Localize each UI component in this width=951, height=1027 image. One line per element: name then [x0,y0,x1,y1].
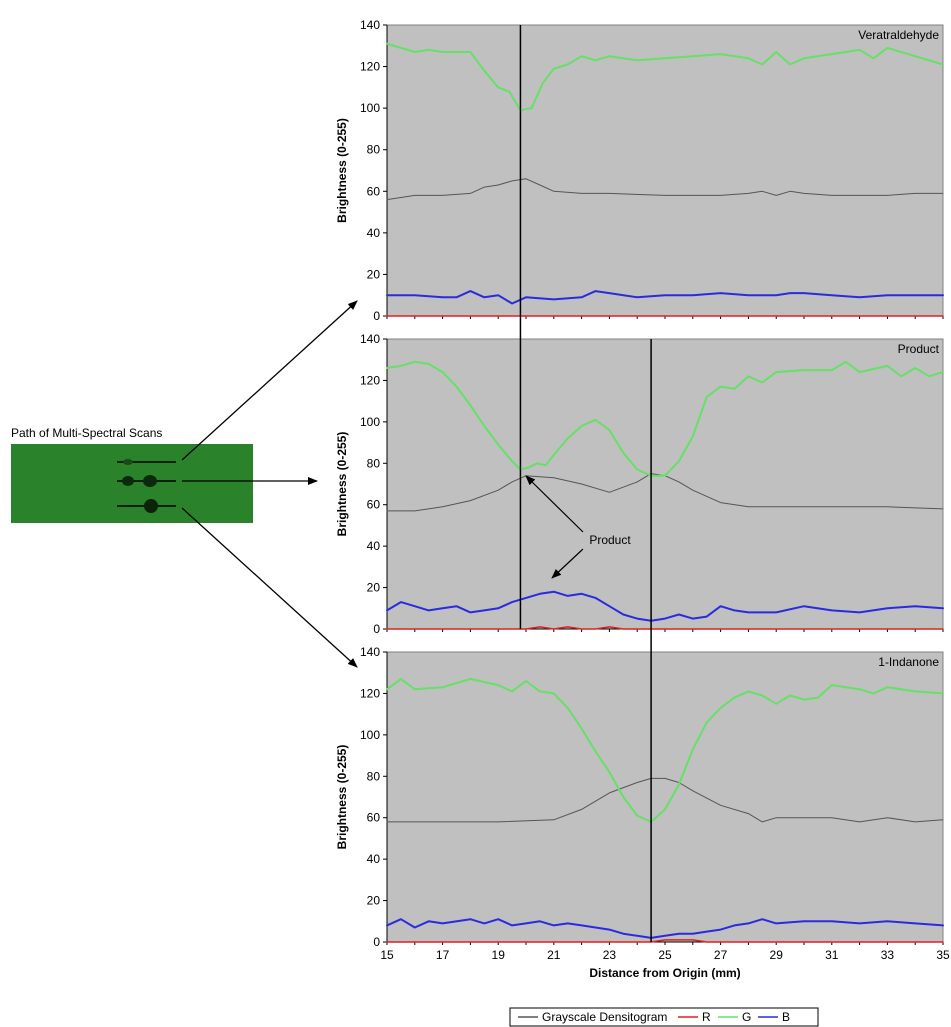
legend-entry-grayscale-densitogram: Grayscale Densitogram [518,1010,667,1024]
legend-box [509,1007,819,1027]
legend-entry-r: R [678,1010,711,1024]
y-tick-label: 100 [360,415,380,429]
y-tick-label: 120 [360,60,380,74]
y-tick-label: 60 [367,498,381,512]
legend-label: R [702,1010,711,1024]
y-tick-label: 40 [367,852,381,866]
scan-caption: Path of Multi-Spectral Scans [11,426,162,440]
series-grayscale-densitogram-line [386,473,944,512]
spot-indanone [144,499,158,513]
y-axis-title: Brightness (0-255) [335,745,349,850]
panel-title: 1-Indanone [878,655,939,669]
x-tick-label: 17 [436,948,450,962]
scan-plate-group: Path of Multi-Spectral Scans [11,426,253,523]
series-r-line [386,626,944,630]
y-tick-label: 120 [360,686,380,700]
y-tick-label: 20 [367,581,381,595]
legend-entry-b: B [758,1010,790,1024]
plot-area [386,338,944,630]
series-b-line [386,918,944,939]
spot-product-2 [143,475,157,487]
x-axis-title: Distance from Origin (mm) [589,966,740,980]
x-tick-label: 33 [881,948,895,962]
plot-area [386,651,944,943]
y-tick-label: 20 [367,894,381,908]
x-tick-label: 15 [380,948,394,962]
spot-veratraldehyde [123,459,133,465]
x-tick-label: 35 [936,948,950,962]
x-tick-label: 23 [603,948,617,962]
y-tick-label: 140 [360,18,380,32]
y-tick-label: 100 [360,728,380,742]
annotation-arrow-lower [551,548,584,579]
panel-1-indanone: 0 20 40 60 80 100 120 140 15 17 19 21 23 25 27 29 31 33 35… [335,645,950,980]
y-tick-label: 60 [367,811,381,825]
annotation-label: Product [589,533,631,547]
x-tick-label: 25 [658,948,672,962]
spot-product-1 [122,476,134,486]
panel-title: Product [898,342,940,356]
y-tick-label: 60 [367,184,381,198]
arrow-to-top-panel [181,300,358,461]
y-tick-label: 100 [360,101,380,115]
y-axis-title: Brightness (0-255) [335,118,349,223]
x-tick-label: 19 [492,948,506,962]
arrow-to-bottom-panel [181,507,358,668]
legend-label: B [782,1010,790,1024]
series-b-line [386,590,944,622]
y-tick-label: 40 [367,226,381,240]
x-tick-label: 31 [825,948,839,962]
y-tick-label: 0 [373,309,380,323]
series-b-line [386,290,944,305]
plot-area [386,24,944,317]
panel-veratraldehyde: 0 20 40 60 80 100 120 140 Brightness (0-255) Vera… [335,18,944,323]
x-tick-label: 21 [547,948,561,962]
y-tick-label: 0 [373,935,380,949]
y-tick-label: 40 [367,539,381,553]
product-annotation: Product [525,475,631,579]
panel-title: Veratraldehyde [858,28,939,42]
series-g-line [386,360,944,477]
y-tick-label: 120 [360,373,380,387]
annotation-arrow-upper [525,475,584,533]
y-axis-title: Brightness (0-255) [335,432,349,537]
y-tick-label: 140 [360,645,380,659]
legend: Grayscale Densitogram R G B [509,1007,819,1027]
legend-entry-g: G [718,1010,751,1024]
y-tick-label: 80 [367,456,381,470]
y-tick-label: 80 [367,143,381,157]
series-g-line [386,677,944,823]
legend-label: G [742,1010,751,1024]
series-grayscale-densitogram-line [386,777,944,823]
y-tick-label: 0 [373,622,380,636]
y-tick-label: 20 [367,267,381,281]
x-tick-label: 27 [714,948,728,962]
legend-label: Grayscale Densitogram [542,1010,667,1024]
chart-panels: 0 20 40 60 80 100 120 140 Brightness (0-255) Vera… [335,18,950,980]
series-grayscale-densitogram-line [386,178,944,201]
y-tick-label: 80 [367,769,381,783]
panel-product: 0 20 40 60 80 100 120 140 Brightness (0-255) Prod… [335,332,944,636]
y-tick-label: 140 [360,332,380,346]
x-tick-label: 29 [770,948,784,962]
series-g-line [386,42,944,112]
legend-items: Grayscale Densitogram R G B [518,1010,790,1024]
